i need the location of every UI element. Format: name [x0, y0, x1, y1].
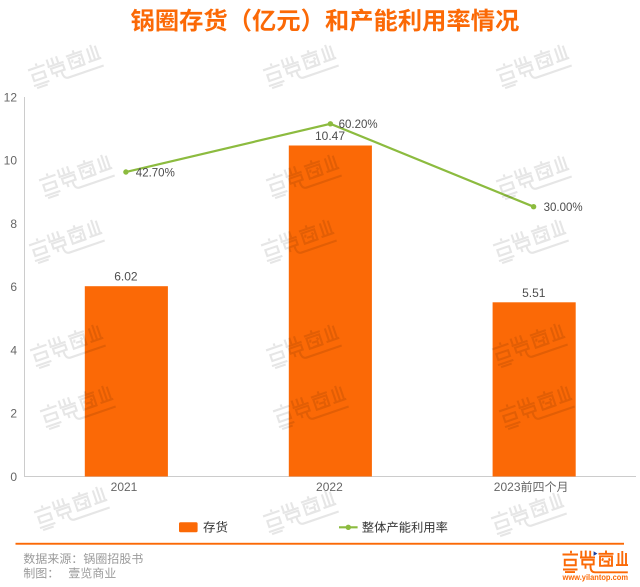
- svg-text:12: 12: [4, 90, 18, 104]
- svg-text:www.yilantop.com: www.yilantop.com: [562, 573, 628, 582]
- svg-text:0: 0: [10, 470, 17, 484]
- svg-text:5.51: 5.51: [522, 286, 546, 300]
- svg-text:2: 2: [10, 407, 17, 421]
- svg-text:10: 10: [4, 154, 18, 168]
- svg-text:8: 8: [10, 217, 17, 231]
- svg-text:4: 4: [10, 343, 17, 357]
- svg-text:30.00%: 30.00%: [544, 200, 583, 214]
- svg-text:10.47: 10.47: [315, 129, 345, 143]
- svg-text:6.02: 6.02: [114, 270, 138, 284]
- svg-text:6: 6: [10, 280, 17, 294]
- svg-text:60.20%: 60.20%: [339, 117, 378, 131]
- svg-text:42.70%: 42.70%: [136, 165, 175, 179]
- svg-text:2021: 2021: [111, 480, 138, 494]
- svg-text:2022: 2022: [316, 480, 343, 494]
- svg-text:2023: 2023: [494, 480, 521, 494]
